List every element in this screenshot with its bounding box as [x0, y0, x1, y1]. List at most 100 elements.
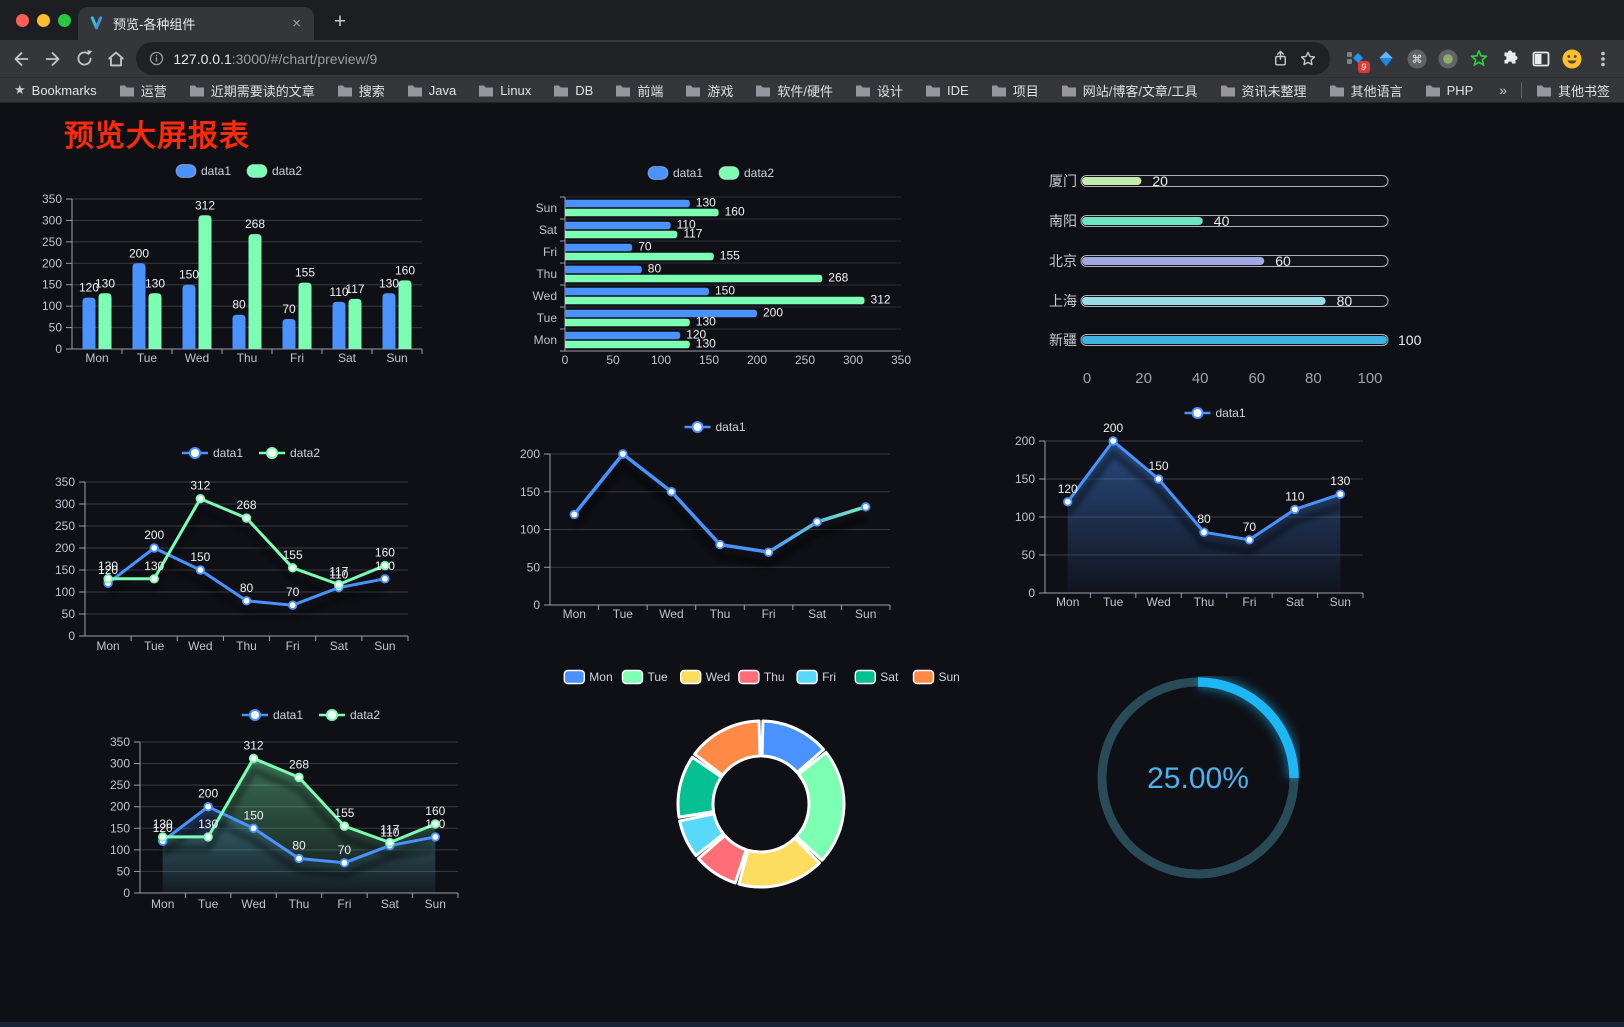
extension-tab-manager-icon[interactable]: 9: [1344, 47, 1370, 73]
svg-text:data1: data1: [201, 164, 231, 178]
svg-text:80: 80: [1305, 370, 1322, 387]
bookmark-folder-item[interactable]: 软件/硬件: [755, 81, 833, 100]
svg-text:300: 300: [42, 213, 62, 227]
svg-text:110: 110: [1285, 489, 1304, 503]
svg-text:Tue: Tue: [613, 607, 634, 621]
other-bookmarks-item[interactable]: 其他书签: [1536, 81, 1610, 100]
svg-text:Wed: Wed: [1146, 595, 1170, 609]
svg-text:312: 312: [190, 479, 210, 493]
site-favicon: [90, 16, 103, 30]
extension-emoji-icon[interactable]: [1561, 47, 1583, 71]
tab-title: 预览-各种组件: [113, 17, 196, 32]
svg-text:130: 130: [198, 817, 218, 831]
svg-text:100: 100: [1398, 332, 1422, 348]
svg-text:312: 312: [871, 293, 891, 307]
svg-text:100: 100: [42, 299, 62, 313]
bookmark-folder-item[interactable]: 近期需要读的文章: [189, 81, 315, 100]
window-close-button[interactable]: [16, 14, 29, 27]
bookmark-folder-item[interactable]: 网站/博客/文章/工具: [1061, 81, 1198, 100]
svg-text:150: 150: [520, 485, 540, 499]
kebab-menu-icon: [1601, 51, 1606, 66]
svg-text:Sun: Sun: [939, 670, 960, 684]
back-button[interactable]: [10, 40, 32, 77]
bookmark-folder-item[interactable]: IDE: [925, 83, 969, 98]
bookmark-star-icon[interactable]: [1298, 49, 1318, 69]
svg-text:0: 0: [55, 342, 62, 356]
window-controls[interactable]: [16, 14, 71, 27]
svg-text:100: 100: [1015, 510, 1035, 524]
browser-menu-button[interactable]: [1593, 40, 1614, 77]
bookmark-folder-item[interactable]: 前端: [615, 81, 663, 100]
svg-text:160: 160: [725, 205, 745, 219]
svg-text:130: 130: [696, 337, 716, 351]
extension-green-star-icon[interactable]: [1468, 47, 1490, 71]
bookmark-folder-item[interactable]: 运营: [119, 81, 167, 100]
bookmark-folder-item[interactable]: 设计: [855, 81, 903, 100]
svg-text:155: 155: [334, 806, 354, 820]
svg-text:130: 130: [98, 559, 118, 573]
reload-button[interactable]: [74, 40, 95, 77]
browser-tab[interactable]: 预览-各种组件 ×: [78, 7, 314, 40]
bookmarks-overflow-chevron[interactable]: »: [1499, 82, 1507, 98]
window-minimize-button[interactable]: [37, 14, 50, 27]
svg-text:150: 150: [179, 268, 199, 282]
svg-text:Wed: Wed: [188, 639, 212, 653]
svg-text:Fri: Fri: [286, 639, 300, 653]
svg-text:Sat: Sat: [381, 897, 400, 911]
svg-text:Tue: Tue: [1103, 595, 1124, 609]
svg-text:0: 0: [533, 598, 540, 612]
svg-text:80: 80: [648, 262, 662, 276]
svg-text:Tue: Tue: [648, 670, 669, 684]
extension-sidebar-icon[interactable]: [1530, 47, 1552, 71]
svg-text:60: 60: [1275, 253, 1291, 269]
svg-text:60: 60: [1248, 370, 1265, 387]
bookmark-folder-item[interactable]: Linux: [478, 83, 531, 98]
bookmark-folder-item[interactable]: 其他语言: [1329, 81, 1403, 100]
svg-text:Sat: Sat: [880, 670, 899, 684]
bookmark-folder-item[interactable]: 搜索: [337, 81, 385, 100]
svg-text:130: 130: [145, 276, 165, 290]
folder-icon: [337, 85, 352, 97]
bookmarks-label-item[interactable]: ★ Bookmarks: [14, 82, 97, 98]
folder-icon: [1536, 85, 1551, 97]
bookmark-folder-item[interactable]: 游戏: [685, 81, 733, 100]
address-bar[interactable]: 127.0.0.1:3000/#/chart/preview/9: [136, 42, 1330, 75]
svg-text:150: 150: [110, 821, 130, 835]
svg-text:130: 130: [153, 817, 173, 831]
bookmarks-bar: ★ Bookmarks 运营 近期需要读的文章 搜索 Java Linux DB 前端 游戏 软…: [0, 77, 1624, 103]
url-text[interactable]: 127.0.0.1:3000/#/chart/preview/9: [173, 51, 1262, 67]
tab-close-icon[interactable]: ×: [292, 15, 301, 32]
svg-text:100: 100: [1357, 370, 1382, 387]
svg-text:130: 130: [95, 276, 115, 290]
extension-shortcuts-icon[interactable]: ⌘: [1406, 47, 1428, 71]
extensions-puzzle-icon[interactable]: [1499, 47, 1521, 71]
bookmark-folder-item[interactable]: PHP: [1425, 83, 1473, 98]
svg-text:Mon: Mon: [85, 351, 108, 365]
svg-text:160: 160: [425, 804, 445, 818]
svg-text:155: 155: [283, 548, 303, 562]
svg-text:50: 50: [1022, 548, 1036, 562]
extension-recorder-icon[interactable]: [1437, 47, 1459, 71]
svg-text:120: 120: [98, 563, 118, 577]
page-info-icon[interactable]: [148, 50, 165, 67]
new-tab-button[interactable]: +: [333, 10, 347, 33]
svg-text:data1: data1: [273, 708, 303, 722]
share-icon[interactable]: [1271, 49, 1290, 68]
bookmark-folder-item[interactable]: 资讯未整理: [1220, 81, 1307, 100]
svg-text:312: 312: [195, 198, 215, 212]
svg-text:110: 110: [380, 826, 399, 840]
window-maximize-button[interactable]: [58, 14, 71, 27]
svg-text:70: 70: [286, 585, 300, 599]
bookmark-folder-item[interactable]: Java: [407, 83, 456, 98]
svg-text:200: 200: [110, 800, 130, 814]
svg-text:Mon: Mon: [1056, 595, 1079, 609]
svg-text:Tue: Tue: [144, 639, 165, 653]
home-button[interactable]: [105, 40, 127, 77]
svg-text:Thu: Thu: [764, 670, 785, 684]
bookmark-folder-item[interactable]: DB: [553, 83, 593, 98]
forward-button[interactable]: [42, 40, 64, 77]
extension-gem-icon[interactable]: [1375, 47, 1397, 71]
bookmark-folder-item[interactable]: 项目: [991, 81, 1039, 100]
gradient-line-chart: 0 50 100 150 200 Mon Tue Wed Thu Fri Sat Sun data1: [500, 415, 924, 623]
svg-text:Fri: Fri: [337, 897, 351, 911]
